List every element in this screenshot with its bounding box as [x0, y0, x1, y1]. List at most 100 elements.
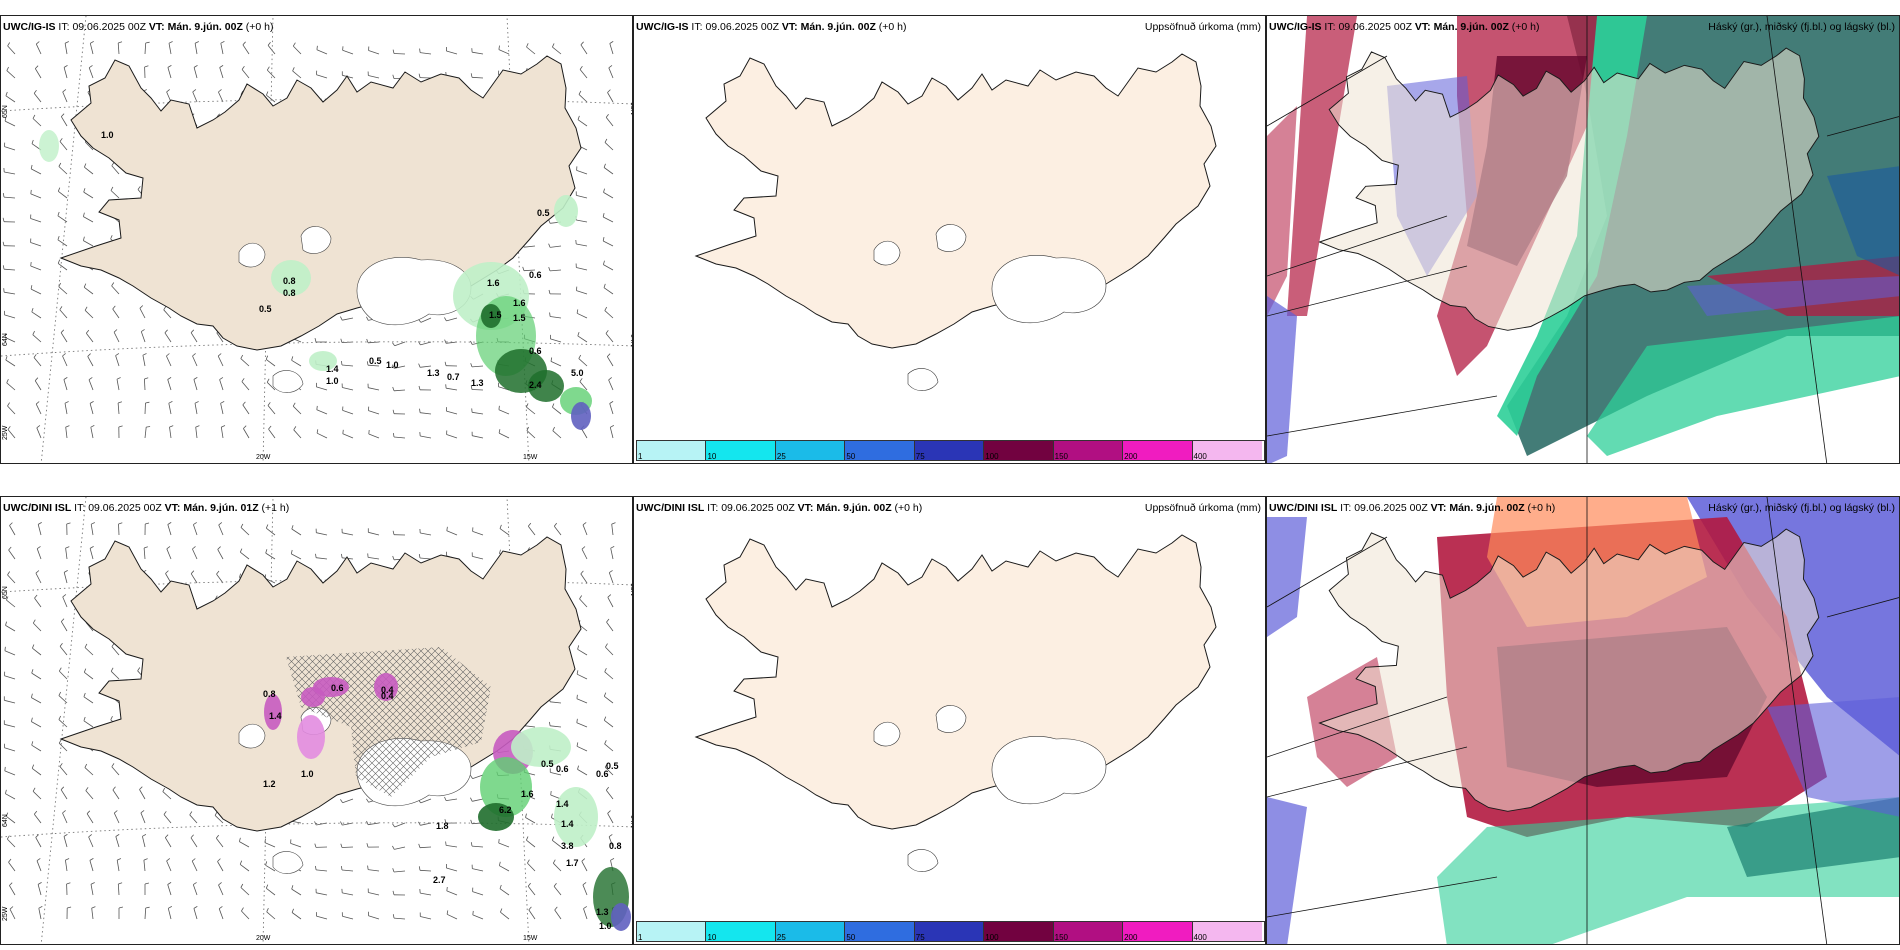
wind-barb-feather: [144, 377, 149, 380]
wind-barb-feather: [5, 812, 9, 817]
wind-barb-feather: [446, 886, 448, 891]
wind-barb: [166, 355, 172, 367]
wind-barb-feather: [36, 41, 40, 45]
wind-barb: [110, 190, 120, 199]
wind-barb: [268, 428, 276, 439]
wind-barb-feather: [169, 425, 174, 428]
wind-barb: [581, 428, 588, 439]
wind-barb: [117, 42, 120, 55]
wind-barb-feather: [470, 73, 473, 78]
wind-barb: [7, 405, 16, 415]
wind-barb-feather: [499, 524, 502, 529]
colorbar-segment: 1: [637, 441, 707, 461]
wind-barb: [290, 843, 302, 848]
wind-barb: [63, 572, 68, 584]
wind-barb: [240, 887, 250, 896]
wind-barb: [368, 387, 380, 391]
wind-barb: [31, 768, 42, 776]
wind-barb-feather: [111, 282, 115, 287]
wind-barb-feather: [217, 546, 221, 550]
wind-barb: [472, 556, 484, 560]
iceland-landmass: [1318, 528, 1820, 812]
wind-barb: [607, 597, 614, 608]
wind-barb: [342, 798, 354, 804]
wind-barb: [393, 389, 406, 392]
wind-barb: [63, 836, 68, 848]
wind-barb-feather: [552, 43, 555, 48]
wind-barb: [609, 403, 614, 415]
wind-barb-feather: [576, 309, 579, 314]
precip-value-label: 1.6: [487, 278, 500, 288]
wind-barb: [552, 406, 562, 415]
wind-barb-feather: [60, 786, 65, 790]
wind-barb: [576, 745, 588, 752]
wind-barb: [4, 337, 16, 343]
precip-value-label: 1.2: [263, 779, 276, 789]
panel-header: UWC/IG-IS IT: 09.06.2025 00Z VT: Mán. 9.…: [636, 21, 907, 33]
wind-barb-feather: [340, 338, 343, 343]
precip-value-label: 2.4: [529, 380, 542, 390]
wind-barb-feather: [167, 882, 172, 885]
wind-barb-feather: [266, 908, 269, 912]
colorbar-segment: 200: [1123, 441, 1193, 461]
wind-barb-feather: [31, 693, 33, 698]
wind-barb-feather: [240, 354, 244, 359]
colorbar-tick-label: 50: [846, 452, 856, 461]
wind-barb-feather: [470, 385, 473, 390]
colorbar-segment: 400: [1192, 922, 1262, 942]
wind-barb: [607, 813, 614, 824]
wind-barb-feather: [239, 548, 243, 553]
wind-barb-feather: [553, 882, 557, 887]
wind-barb: [527, 862, 536, 872]
wind-barb-feather: [60, 329, 65, 333]
wind-barb-feather: [366, 338, 369, 343]
wind-barb: [168, 403, 172, 415]
graticule-label: 65N: [2, 586, 9, 599]
wind-barb: [526, 430, 536, 439]
wind-barb: [368, 557, 380, 560]
wind-barb-feather: [83, 236, 85, 241]
wind-barb-feather: [143, 858, 148, 861]
wind-barb-feather: [366, 361, 369, 366]
graticule-label: 64N: [629, 334, 633, 347]
wind-barb: [217, 355, 224, 367]
wind-barb-feather: [89, 858, 94, 861]
graticule-label: 65N: [2, 105, 9, 118]
wind-barb: [604, 743, 614, 752]
wind-barb: [117, 883, 120, 896]
wind-barb-feather: [527, 882, 531, 887]
wind-barb: [59, 670, 68, 680]
wind-barb-feather: [446, 910, 449, 915]
wind-barb-feather: [118, 522, 123, 525]
wind-barb-feather: [218, 882, 222, 886]
wind-barb-feather: [145, 906, 150, 909]
graticule-label: 20W: [256, 935, 271, 942]
wind-barb: [523, 269, 536, 272]
glaciers: [238, 226, 472, 393]
wind-barb-feather: [194, 401, 199, 404]
wind-barb: [111, 285, 120, 295]
wind-barb: [446, 890, 458, 896]
wind-barb: [139, 789, 146, 800]
wind-barb-feather: [582, 882, 587, 886]
wind-barb: [240, 358, 250, 367]
wind-barb: [31, 721, 42, 728]
wind-barb-feather: [38, 522, 42, 525]
wind-barb-feather: [522, 266, 525, 271]
wind-barb: [342, 49, 354, 55]
wind-barb: [241, 69, 250, 79]
wind-barb: [498, 842, 510, 848]
wind-barb: [243, 428, 250, 439]
wind-barb: [192, 884, 198, 896]
wind-barb-feather: [579, 378, 583, 382]
wind-barb: [220, 427, 224, 439]
wind-barb-feather: [610, 858, 615, 861]
wind-barb-feather: [33, 354, 37, 358]
colorbar-segment: 25: [775, 922, 846, 942]
wind-barb-feather: [140, 810, 145, 814]
wind-barb: [85, 332, 94, 343]
wind-barb: [85, 790, 94, 800]
wind-barb-feather: [602, 213, 605, 218]
wind-barb-feather: [166, 858, 171, 862]
wind-barb: [368, 869, 380, 872]
